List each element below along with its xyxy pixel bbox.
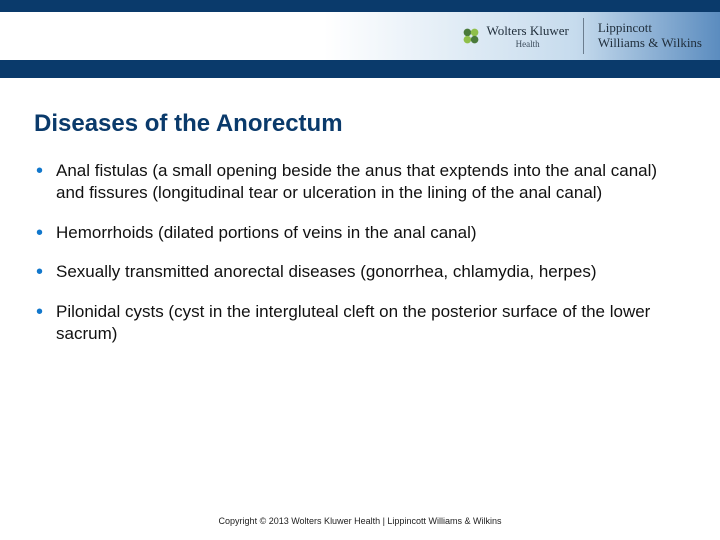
brand-wolters-kluwer: Wolters Kluwer Health bbox=[462, 18, 583, 54]
list-item: Hemorrhoids (dilated portions of veins i… bbox=[34, 222, 686, 244]
brand-left-sub: Health bbox=[516, 40, 540, 49]
header-bar-top bbox=[0, 0, 720, 12]
bullet-list: Anal fistulas (a small opening beside th… bbox=[34, 160, 686, 345]
brand-right-line1: Lippincott bbox=[598, 21, 702, 36]
brand-left-name: Wolters Kluwer bbox=[486, 24, 568, 37]
slide-header: Wolters Kluwer Health Lippincott William… bbox=[0, 0, 720, 78]
list-item: Anal fistulas (a small opening beside th… bbox=[34, 160, 686, 204]
copyright-footer: Copyright © 2013 Wolters Kluwer Health |… bbox=[0, 516, 720, 526]
header-bar-bottom bbox=[0, 60, 720, 78]
list-item: Pilonidal cysts (cyst in the interglutea… bbox=[34, 301, 686, 345]
list-item: Sexually transmitted anorectal diseases … bbox=[34, 261, 686, 283]
slide-content: Diseases of the Anorectum Anal fistulas … bbox=[0, 78, 720, 345]
brand-lippincott: Lippincott Williams & Wilkins bbox=[584, 21, 702, 51]
clover-icon bbox=[462, 27, 480, 45]
header-brand-row: Wolters Kluwer Health Lippincott William… bbox=[0, 12, 720, 60]
brand-right-line2: Williams & Wilkins bbox=[598, 36, 702, 51]
slide-title: Diseases of the Anorectum bbox=[34, 110, 686, 138]
